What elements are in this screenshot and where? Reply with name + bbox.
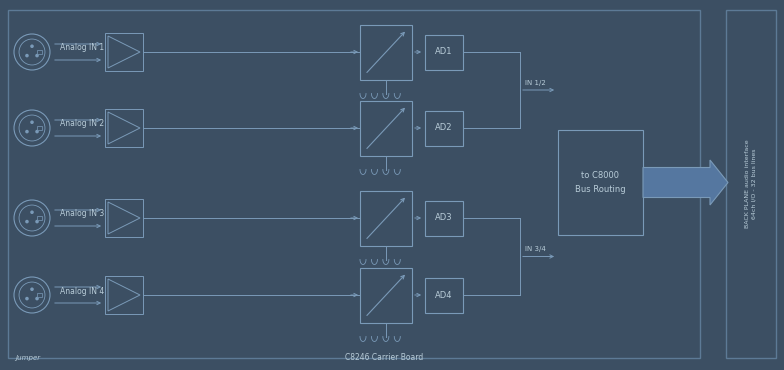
Text: C8246 Carrier Board: C8246 Carrier Board [345,353,423,363]
Polygon shape [108,112,140,144]
Text: IN 1/2: IN 1/2 [525,80,546,86]
Polygon shape [643,160,728,205]
Circle shape [31,211,34,214]
Text: AD4: AD4 [435,290,452,299]
Circle shape [35,220,39,223]
Text: Jumper: Jumper [15,355,40,361]
Circle shape [19,39,45,65]
Circle shape [31,44,34,48]
Polygon shape [108,279,140,311]
Text: Analog IN 3: Analog IN 3 [60,209,104,219]
Circle shape [25,220,29,223]
Bar [38,126,42,130]
Circle shape [19,205,45,231]
Text: BACK PLANE audio interface
64ch I/O - 32 bus lines: BACK PLANE audio interface 64ch I/O - 32… [745,140,757,228]
Bar [38,50,42,54]
Circle shape [14,34,50,70]
Text: to C8000
Bus Routing: to C8000 Bus Routing [575,171,626,194]
Bar [38,293,42,297]
Circle shape [19,282,45,308]
Circle shape [31,121,34,124]
Text: Analog IN 4: Analog IN 4 [60,286,104,296]
Circle shape [25,297,29,300]
Bar [105,199,143,237]
Circle shape [25,54,29,57]
Bar [360,101,412,155]
Bar [38,216,42,220]
Text: AD2: AD2 [435,124,452,132]
Bar [360,268,412,323]
Bar [425,201,463,235]
Polygon shape [108,202,140,234]
Circle shape [14,200,50,236]
Bar [425,111,463,145]
Text: IN 3/4: IN 3/4 [525,246,546,252]
Text: AD1: AD1 [435,47,452,57]
Bar [105,276,143,314]
Bar [726,10,776,358]
Circle shape [14,110,50,146]
Circle shape [35,130,39,134]
Bar [105,33,143,71]
Bar [360,191,412,246]
Circle shape [25,130,29,134]
Bar [425,34,463,70]
Bar [8,10,700,358]
Bar [360,24,412,80]
Circle shape [31,287,34,291]
Text: Analog IN 1: Analog IN 1 [60,44,104,53]
Circle shape [14,277,50,313]
Text: AD3: AD3 [435,213,453,222]
Text: Analog IN 2: Analog IN 2 [60,120,104,128]
Circle shape [35,54,39,57]
Circle shape [35,297,39,300]
Bar [558,130,643,235]
Bar [105,109,143,147]
Bar [425,278,463,313]
Circle shape [19,115,45,141]
Polygon shape [108,36,140,68]
